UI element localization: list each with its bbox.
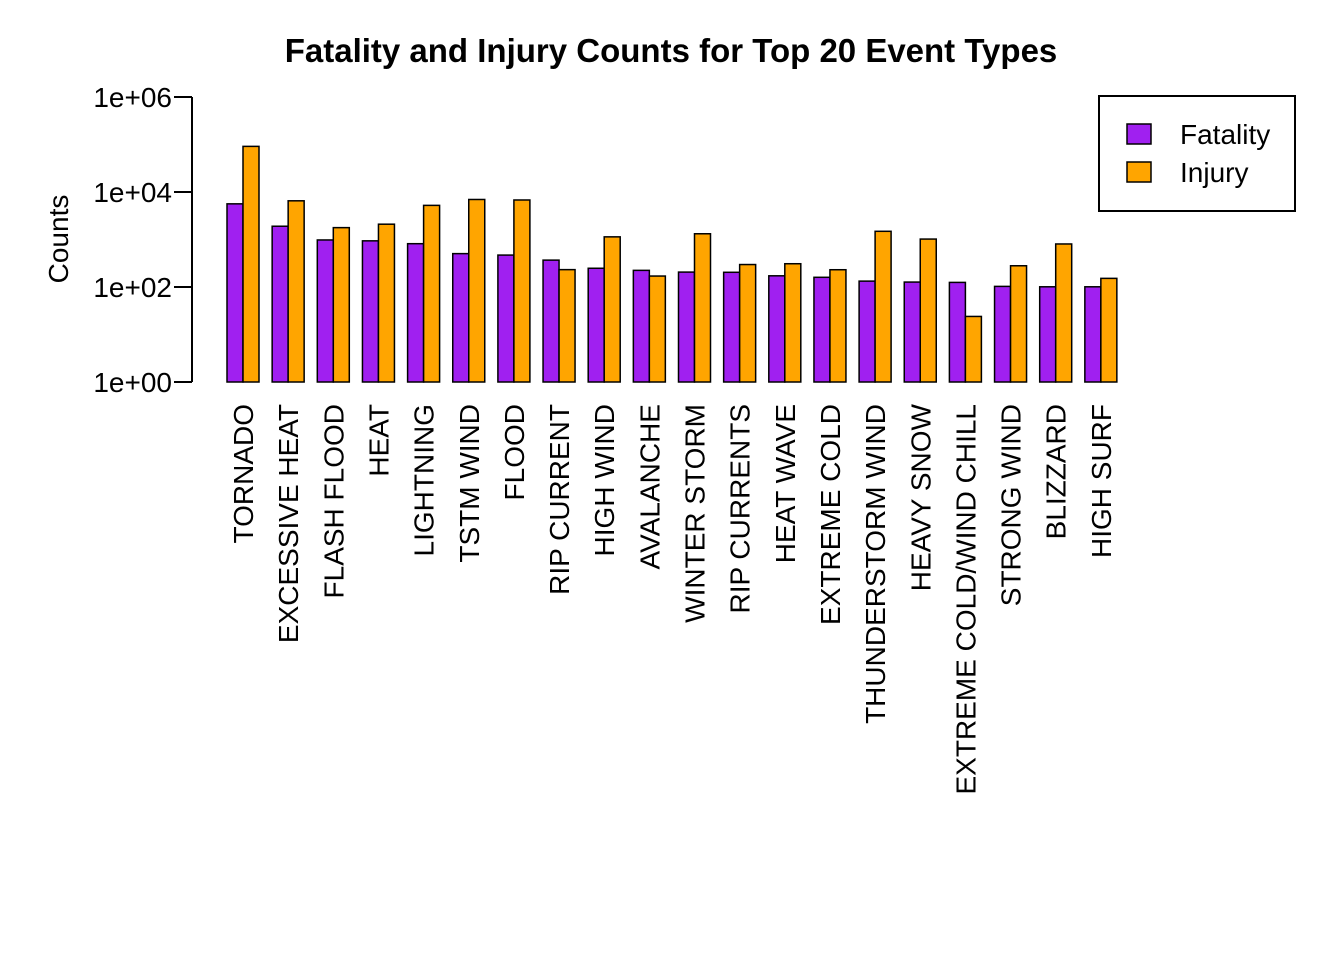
x-tick-label: FLOOD — [499, 404, 530, 500]
legend-box — [1098, 95, 1296, 212]
bar-injury — [964, 315, 983, 383]
bar-injury — [422, 204, 441, 383]
x-tick-label: BLIZZARD — [1041, 404, 1072, 539]
bar-fatality — [452, 252, 470, 383]
bar-injury — [377, 223, 396, 383]
bar-fatality — [406, 242, 425, 383]
legend-label-fatality: Fatality — [1180, 119, 1270, 150]
bar-injury — [1009, 265, 1028, 383]
bars — [226, 145, 1118, 383]
legend: Fatality Injury — [1098, 95, 1296, 212]
x-tick-label: HEAT WAVE — [770, 404, 801, 563]
x-tick-label: HIGH SURF — [1086, 404, 1117, 558]
x-axis-labels: TORNADO EXCESSIVE HEAT FLASH FLOOD HEAT LIGH… — [228, 403, 1117, 794]
x-tick-label: EXTREME COLD/WIND CHILL — [950, 404, 981, 795]
bar-fatality — [677, 271, 696, 383]
x-tick-label: THUNDERSTORM WIND — [860, 404, 891, 724]
x-tick-label: TORNADO — [228, 404, 259, 544]
x-tick-label: HIGH WIND — [589, 404, 620, 556]
bar-injury — [829, 268, 847, 383]
legend-swatch-injury — [1126, 161, 1152, 183]
bar-injury — [332, 226, 351, 383]
bar-injury — [242, 145, 260, 383]
x-tick-label: WINTER STORM — [680, 404, 711, 623]
x-tick-label: HEAT — [363, 404, 394, 477]
bar-fatality — [316, 239, 335, 383]
y-tick-label: 1e+02 — [93, 272, 172, 303]
bar-fatality — [768, 275, 786, 383]
bar-fatality — [361, 240, 380, 383]
bar-fatality — [226, 203, 244, 383]
y-tick-label: 1e+06 — [93, 82, 172, 113]
y-tick-label: 1e+04 — [93, 177, 172, 208]
bar-fatality — [271, 225, 289, 383]
chart-title: Fatality and Injury Counts for Top 20 Ev… — [285, 32, 1058, 69]
x-tick-label: FLASH FLOOD — [318, 404, 349, 598]
bar-injury — [558, 268, 576, 383]
x-tick-label: RIP CURRENT — [544, 404, 575, 595]
y-axis: 1e+00 1e+02 1e+04 1e+06 — [93, 82, 193, 398]
y-axis-label: Counts — [43, 195, 74, 284]
bar-injury — [738, 263, 757, 383]
legend-swatch-fatality — [1126, 123, 1152, 145]
bar-fatality — [722, 271, 741, 383]
bar-fatality — [993, 285, 1012, 383]
bar-injury — [1100, 277, 1118, 383]
bar-injury — [513, 199, 531, 383]
bar-injury — [287, 200, 305, 383]
bar-fatality — [813, 276, 831, 383]
y-tick-label: 1e+00 — [93, 367, 172, 398]
bar-fatality — [497, 254, 515, 383]
bar-injury — [1054, 243, 1073, 383]
bar-fatality — [903, 281, 921, 383]
bar-fatality — [1084, 286, 1102, 383]
bar-injury — [693, 233, 712, 383]
bar-injury — [919, 238, 937, 383]
x-tick-label: EXCESSIVE HEAT — [273, 404, 304, 643]
bar-injury — [874, 230, 892, 383]
legend-label-injury: Injury — [1180, 157, 1248, 188]
x-tick-label: RIP CURRENTS — [725, 404, 756, 614]
x-tick-label: AVALANCHE — [634, 404, 665, 569]
x-tick-label: STRONG WIND — [996, 404, 1027, 606]
bar-fatality — [1038, 286, 1057, 383]
bar-fatality — [948, 281, 967, 383]
x-tick-label: LIGHTNING — [409, 404, 440, 556]
bar-fatality — [542, 259, 560, 383]
bar-injury — [648, 275, 667, 383]
bar-injury — [784, 262, 802, 383]
bar-injury — [468, 198, 486, 383]
bar-injury — [603, 236, 621, 383]
bar-fatality — [587, 267, 605, 383]
x-tick-label: HEAVY SNOW — [905, 403, 936, 591]
bar-fatality — [858, 280, 876, 383]
x-tick-label: TSTM WIND — [454, 404, 485, 563]
x-tick-label: EXTREME COLD — [815, 404, 846, 625]
bar-fatality — [632, 269, 651, 383]
